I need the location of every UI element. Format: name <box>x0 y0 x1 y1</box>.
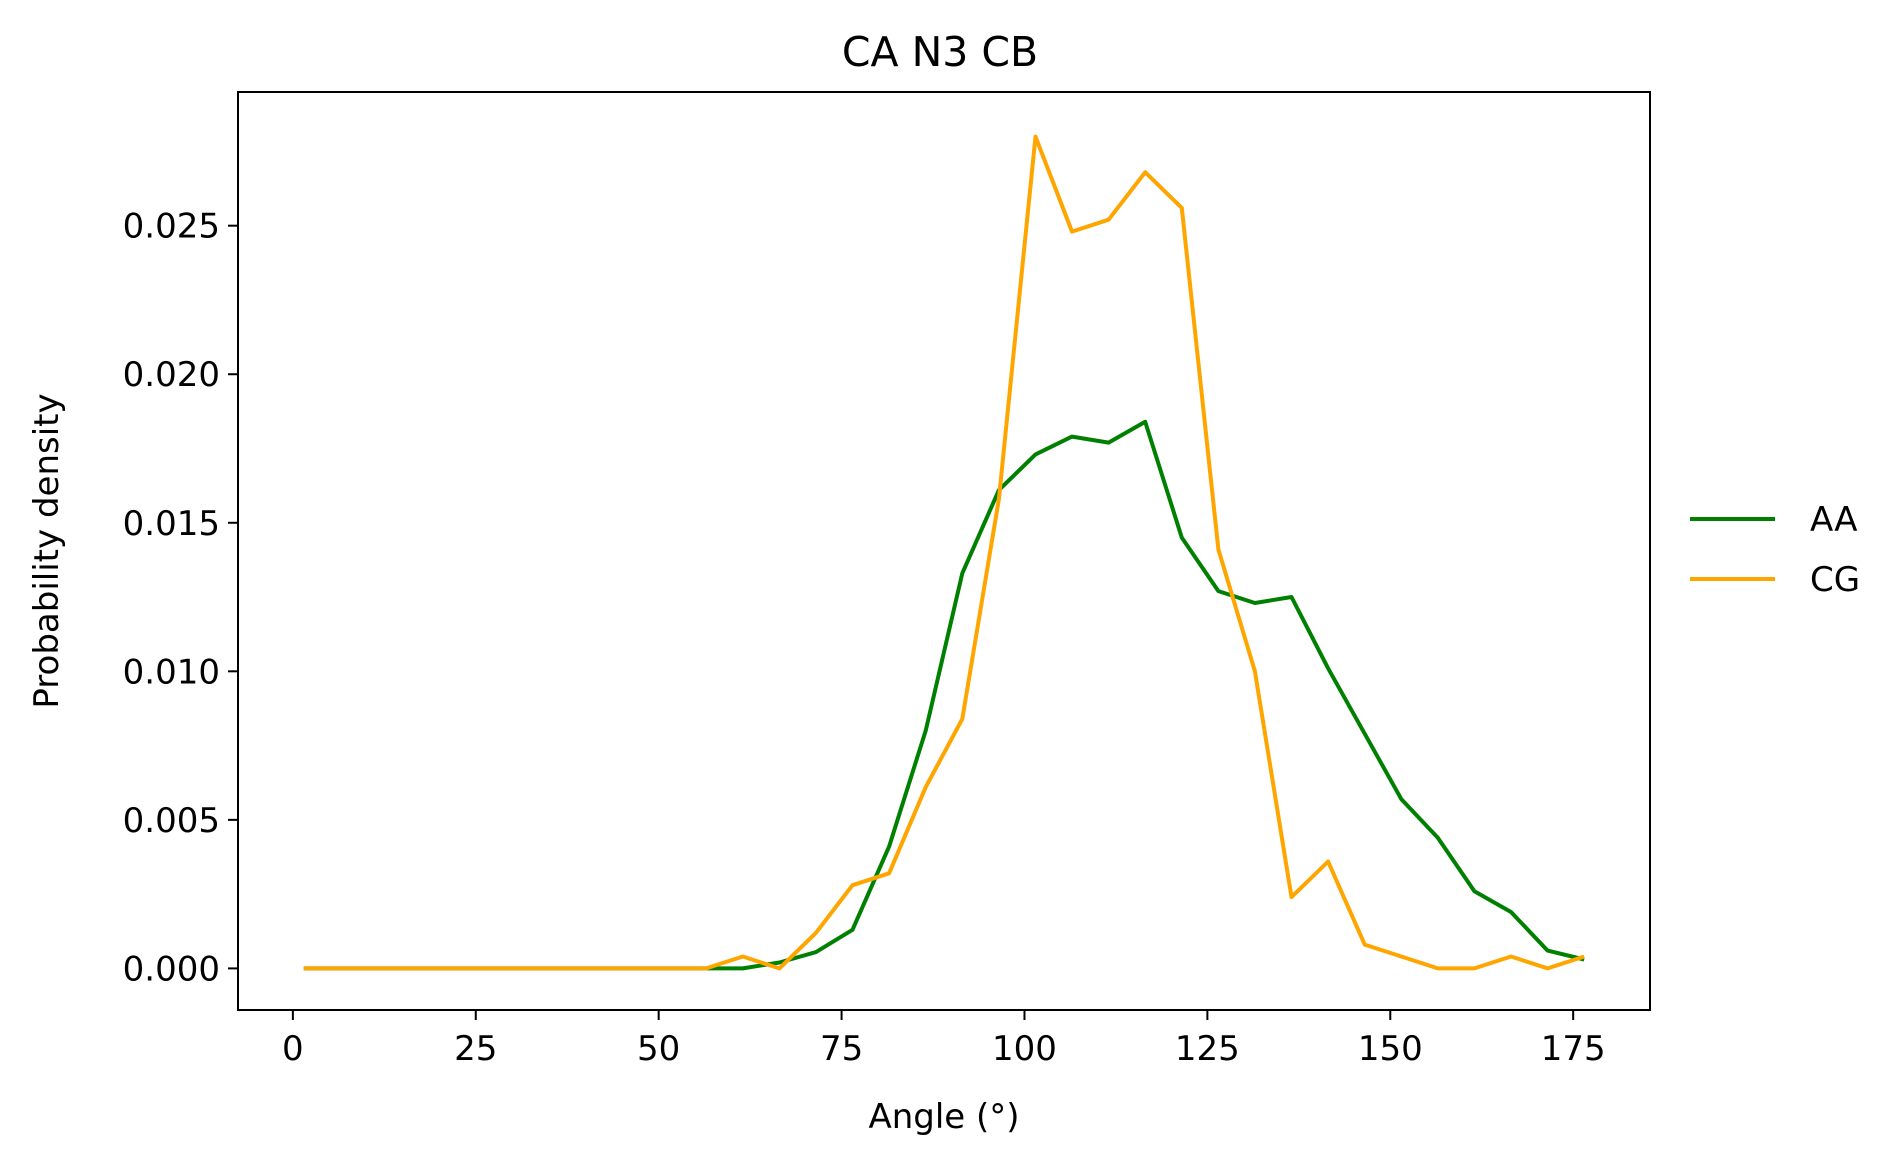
legend: AA CG <box>1690 500 1860 600</box>
y-axis: 0.000 0.005 0.010 0.015 0.020 0.025 <box>123 207 238 989</box>
series-layer <box>303 134 1585 971</box>
legend-label-cg: CG <box>1810 560 1860 600</box>
y-tick-label: 0.005 <box>123 801 220 841</box>
y-tick-label: 0.015 <box>123 504 220 544</box>
x-tick-label: 50 <box>637 1029 680 1069</box>
y-tick-label: 0.000 <box>123 949 220 989</box>
x-tick-label: 125 <box>1175 1029 1240 1069</box>
x-tick-label: 75 <box>820 1029 863 1069</box>
y-tick-label: 0.025 <box>123 207 220 247</box>
x-tick-label: 100 <box>992 1029 1057 1069</box>
legend-label-aa: AA <box>1810 500 1857 540</box>
y-tick-label: 0.020 <box>123 355 220 395</box>
x-axis-title: Angle (°) <box>868 1097 1019 1137</box>
x-tick-label: 150 <box>1358 1029 1423 1069</box>
x-tick-label: 0 <box>282 1029 304 1069</box>
series-line-cg <box>303 134 1585 971</box>
x-axis: 0 25 50 75 100 125 150 175 <box>282 1010 1606 1069</box>
x-tick-label: 175 <box>1541 1029 1606 1069</box>
x-tick-label: 25 <box>454 1029 497 1069</box>
chart-title: CA N3 CB <box>842 28 1038 76</box>
plot-frame <box>237 91 1651 1011</box>
y-axis-title: Probability density <box>27 393 67 708</box>
y-tick-label: 0.010 <box>123 652 220 692</box>
